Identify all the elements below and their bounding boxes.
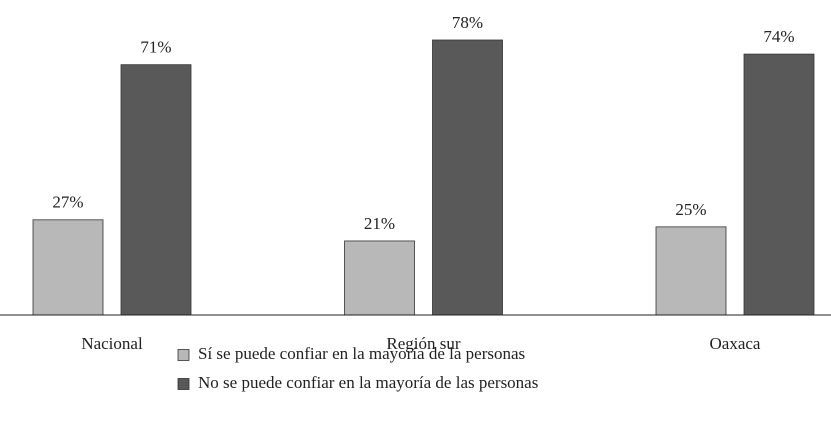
x-tick-label: Oaxaca bbox=[710, 334, 761, 353]
data-label: 21% bbox=[364, 214, 395, 233]
x-tick-label: Región sur bbox=[386, 334, 460, 353]
legend-label: No se puede confiar en la mayoría de las… bbox=[198, 373, 538, 392]
data-label: 74% bbox=[763, 27, 794, 46]
legend-label: Sí se puede confiar en la mayoría de la … bbox=[198, 344, 525, 363]
legend-swatch bbox=[177, 349, 190, 361]
data-label: 25% bbox=[675, 200, 706, 219]
bar bbox=[120, 64, 192, 316]
data-label: 27% bbox=[52, 193, 83, 212]
data-label: 71% bbox=[140, 38, 171, 57]
bar bbox=[344, 240, 415, 316]
legend-swatch bbox=[177, 378, 190, 390]
data-label: 78% bbox=[452, 13, 483, 32]
x-tick-label: Nacional bbox=[81, 334, 143, 353]
bar bbox=[32, 219, 104, 316]
bar bbox=[432, 39, 503, 316]
bar bbox=[655, 226, 727, 316]
bar bbox=[743, 53, 815, 316]
